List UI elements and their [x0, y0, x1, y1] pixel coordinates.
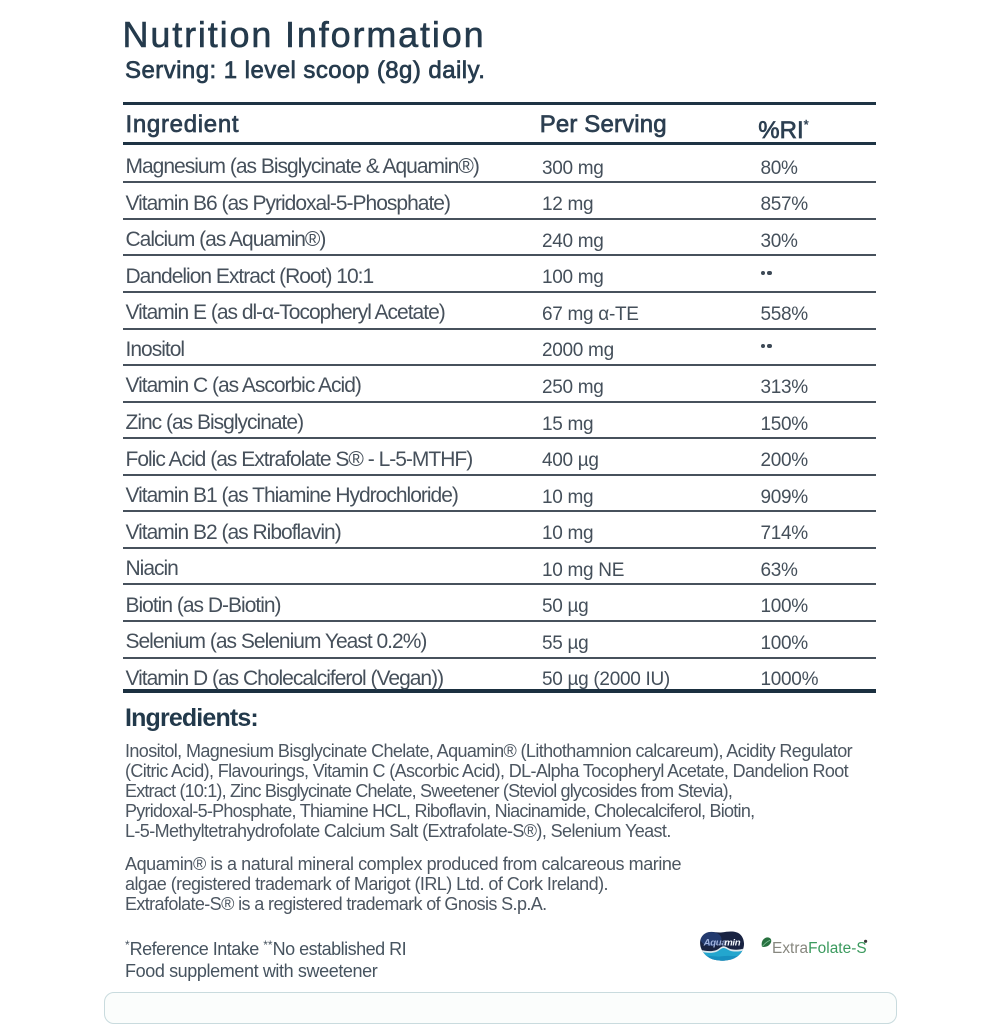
svg-text:min: min: [724, 937, 741, 948]
svg-text:ExtraFolate-S: ExtraFolate-S: [772, 940, 867, 957]
svg-text:Aqua: Aqua: [703, 937, 728, 948]
